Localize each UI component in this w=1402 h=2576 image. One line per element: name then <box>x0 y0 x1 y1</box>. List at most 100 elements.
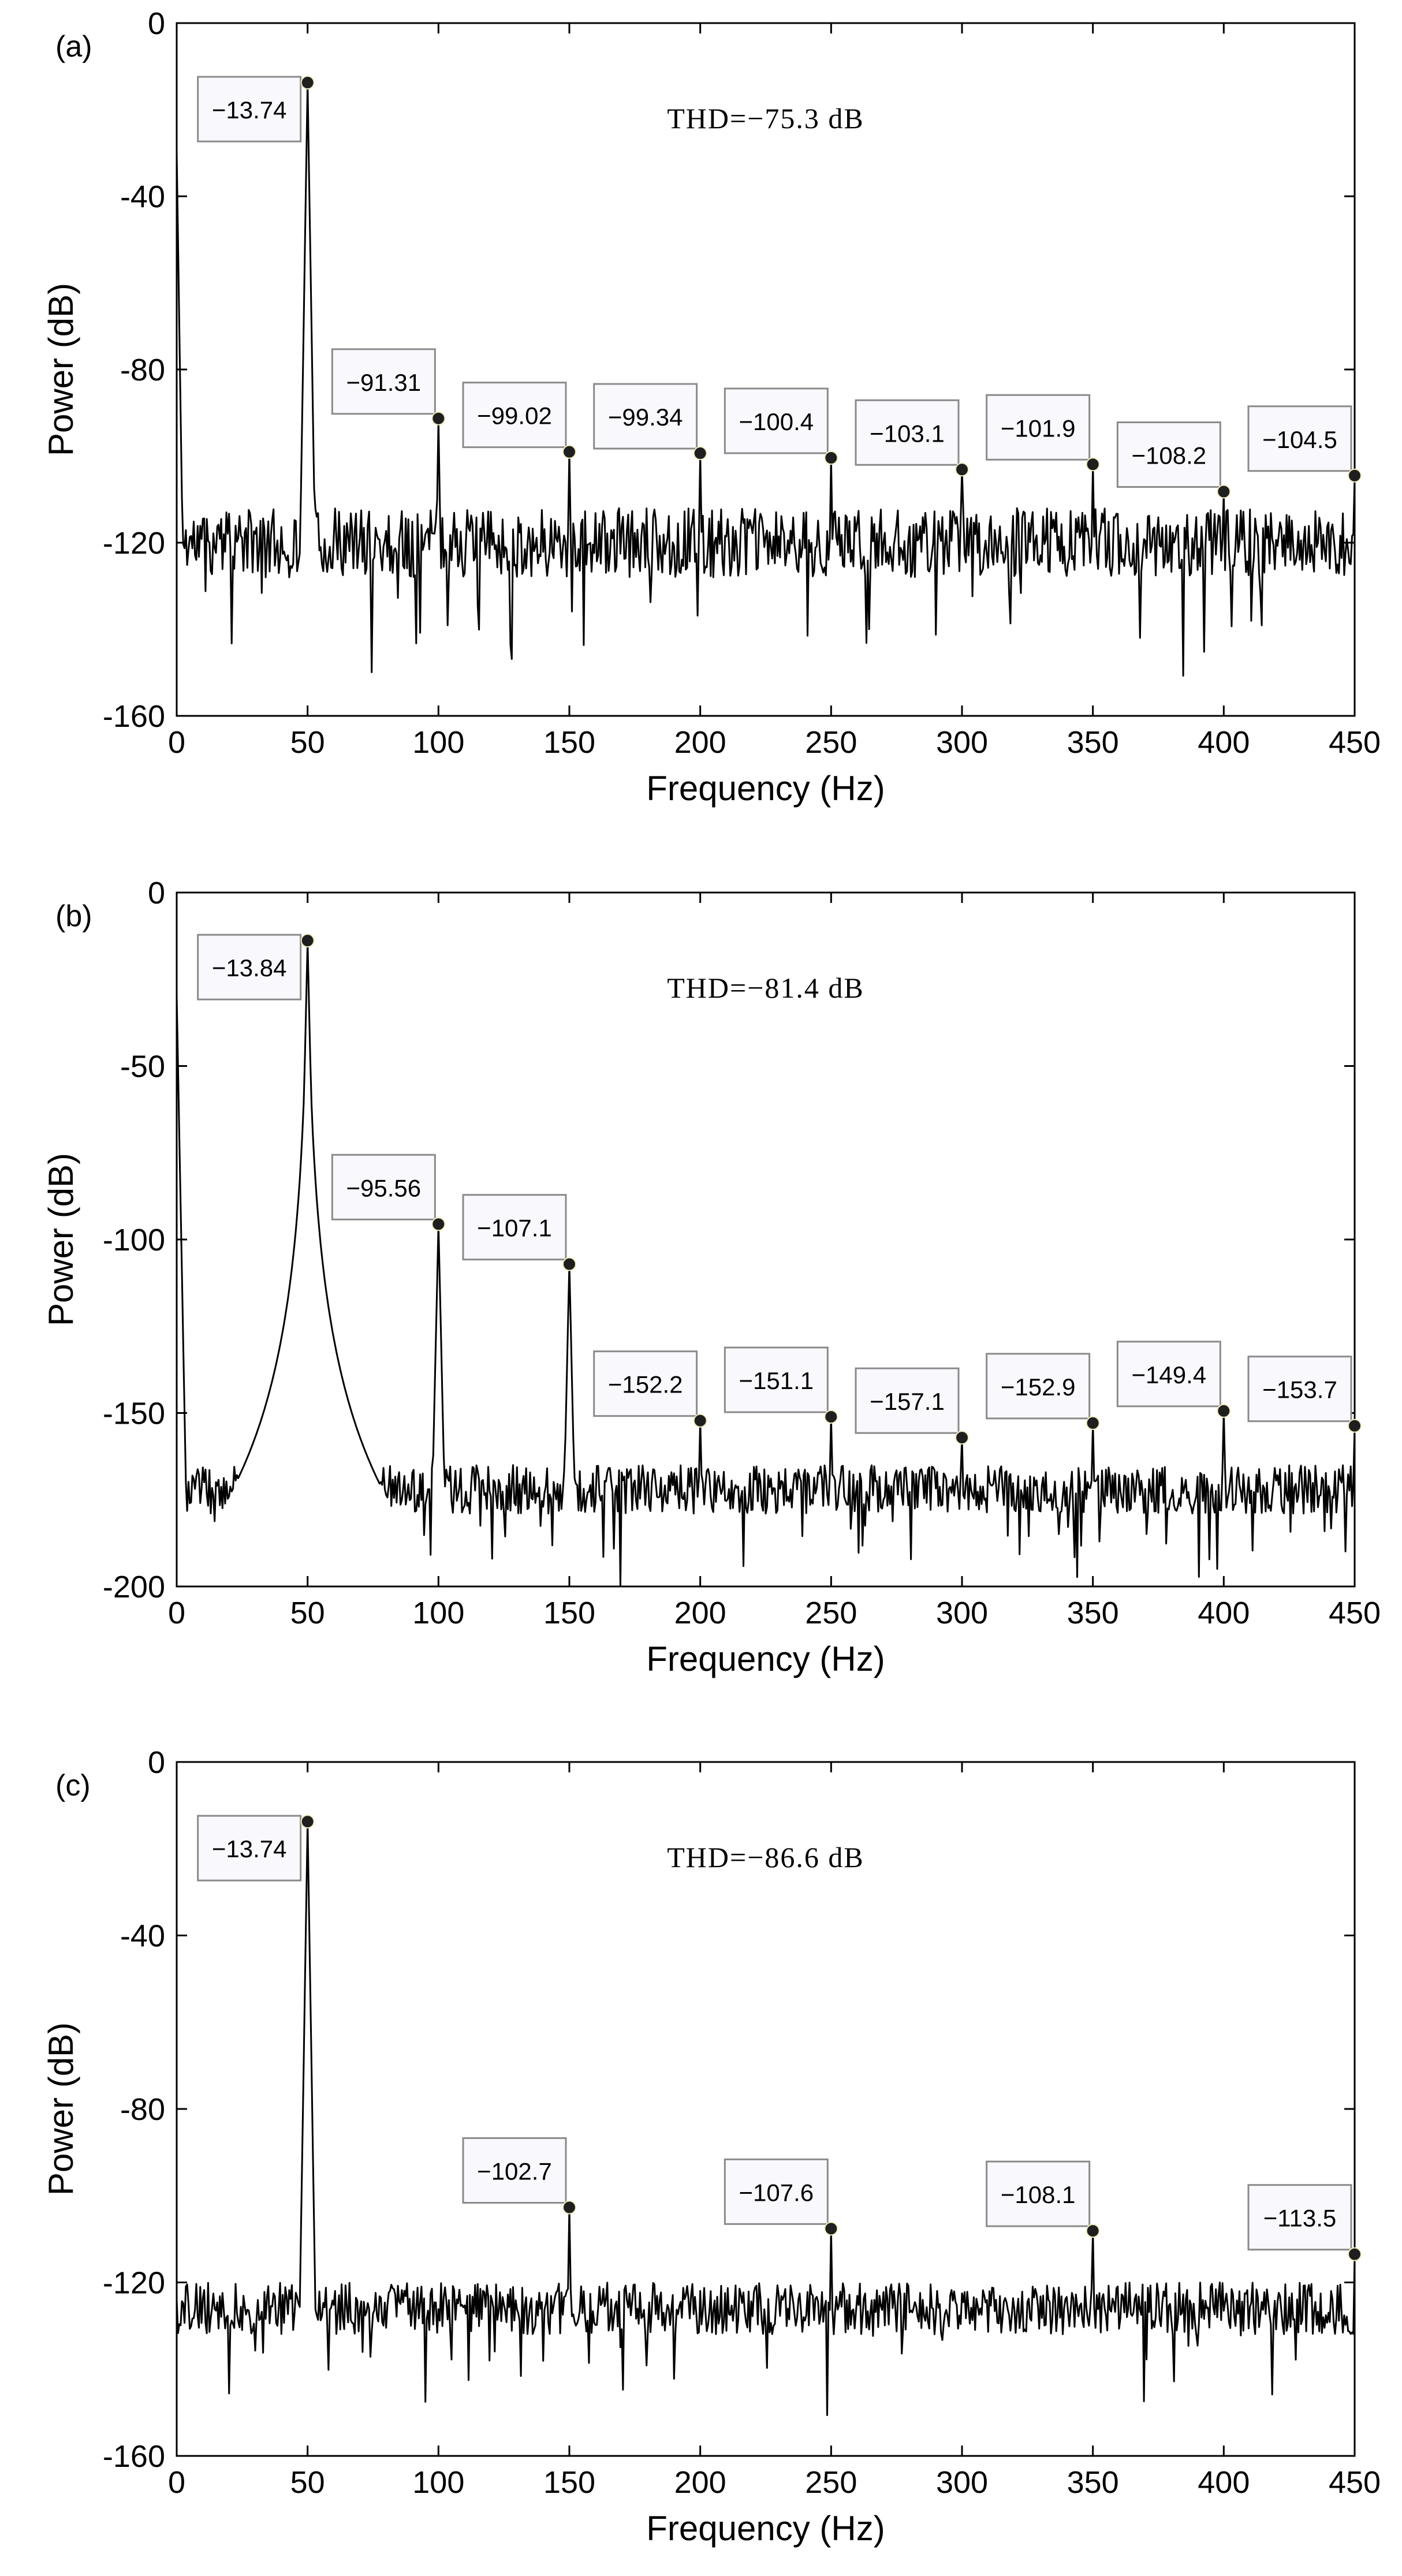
peak-marker <box>824 451 838 465</box>
datatip-label: −13.74 <box>212 96 287 124</box>
datatip-label: −104.5 <box>1262 426 1337 453</box>
datatip-label: −108.2 <box>1132 442 1207 469</box>
y-tick-label: -80 <box>120 353 165 387</box>
datatip-label: −108.1 <box>1001 2181 1076 2208</box>
y-tick-label: -50 <box>120 1050 165 1084</box>
datatip-label: −103.1 <box>870 420 945 447</box>
x-tick-label: 100 <box>412 2465 464 2500</box>
y-tick-label: -100 <box>103 1223 165 1257</box>
datatip-label: −113.5 <box>1263 2205 1337 2232</box>
datatip-box <box>197 1815 302 1881</box>
peak-marker <box>824 2222 838 2236</box>
x-tick-label: 0 <box>168 2465 185 2500</box>
datatip-box <box>724 1346 829 1413</box>
x-tick-label: 450 <box>1329 725 1381 760</box>
datatip-label: −13.84 <box>212 954 287 981</box>
datatip-box <box>1247 2184 1352 2251</box>
y-tick-label: 0 <box>148 6 165 41</box>
y-tick-label: 0 <box>148 1745 165 1780</box>
datatip-box <box>331 1153 436 1220</box>
datatip-box <box>593 1350 698 1417</box>
datatip-box <box>462 382 567 449</box>
y-tick-label: -150 <box>103 1397 165 1431</box>
datatip-label: −157.1 <box>870 1388 945 1415</box>
datatip-label: −153.7 <box>1262 1376 1337 1403</box>
spectrum-series <box>176 939 1356 1588</box>
x-tick-label: 0 <box>168 725 185 760</box>
panel-label: (a) <box>55 30 92 64</box>
datatip-box <box>1116 1341 1221 1408</box>
y-tick-label: -200 <box>103 1570 165 1604</box>
datatip-box <box>593 383 698 450</box>
datatip-box <box>1247 1356 1352 1423</box>
datatip-label: −151.1 <box>739 1367 814 1394</box>
datatip-label: −149.4 <box>1132 1361 1207 1388</box>
y-axis-title: Power (dB) <box>42 283 80 456</box>
spectrum-series <box>176 1820 1356 2416</box>
datatip-box <box>855 399 960 466</box>
chart-panel-2: 0 50 100 150 200 250 300 350 400 450 0 -40 -80 -120 -1… <box>42 1745 1381 2548</box>
x-axis-title: Frequency (Hz) <box>646 2509 885 2548</box>
x-tick-label: 350 <box>1067 1596 1119 1630</box>
peak-marker <box>300 76 315 90</box>
y-tick-label: -40 <box>120 1919 165 1954</box>
peak-marker <box>431 411 446 425</box>
datatip-label: −13.74 <box>212 1835 287 1862</box>
y-tick-label: -40 <box>120 180 165 214</box>
y-axis-title: Power (dB) <box>42 1153 80 1326</box>
datatip-label: −107.6 <box>739 2179 814 2206</box>
peak-marker <box>431 1217 446 1231</box>
y-tick-label: -160 <box>103 2439 165 2474</box>
datatip-label: −100.4 <box>739 408 814 435</box>
datatip-label: −152.9 <box>1001 1373 1076 1401</box>
datatip-label: −152.2 <box>608 1371 683 1398</box>
x-tick-label: 250 <box>805 725 857 760</box>
peak-marker <box>1217 1403 1231 1418</box>
x-tick-label: 400 <box>1198 2465 1250 2500</box>
datatip-box <box>462 2137 567 2204</box>
peak-marker <box>955 462 969 477</box>
peak-marker <box>300 1815 315 1829</box>
peak-marker <box>1086 457 1100 472</box>
datatip-box <box>1116 421 1221 488</box>
x-tick-label: 400 <box>1198 725 1250 760</box>
datatip-box <box>462 1194 567 1261</box>
y-tick-label: -120 <box>103 2266 165 2301</box>
datatip-label: −107.1 <box>477 1215 552 1242</box>
x-tick-label: 50 <box>290 1596 325 1630</box>
x-tick-label: 100 <box>412 725 464 760</box>
x-tick-label: 200 <box>674 725 726 760</box>
datatip-box <box>986 394 1091 461</box>
x-tick-label: 250 <box>805 2465 857 2500</box>
peak-marker <box>1348 2247 1362 2261</box>
peak-marker <box>562 2200 576 2215</box>
x-tick-label: 400 <box>1198 1596 1250 1630</box>
peak-marker <box>693 1413 707 1428</box>
peak-marker <box>300 934 315 948</box>
chart-panel-1: 0 50 100 150 200 250 300 350 400 450 0 -50 -100 -150 -… <box>42 876 1381 1678</box>
thd-annotation: THD=−86.6 dB <box>667 1841 864 1873</box>
x-axis-title: Frequency (Hz) <box>646 769 885 808</box>
x-tick-label: 300 <box>936 725 988 760</box>
y-tick-label: -80 <box>120 2092 165 2127</box>
datatip-box <box>197 76 302 143</box>
y-axis-title: Power (dB) <box>42 2022 80 2196</box>
x-tick-label: 50 <box>290 2465 325 2500</box>
datatip-box <box>1247 405 1352 472</box>
x-tick-label: 200 <box>674 2465 726 2500</box>
x-tick-label: 350 <box>1067 2465 1119 2500</box>
chart-panel-0: 0 50 100 150 200 250 300 350 400 450 0 -40 -80 -120 -1… <box>42 6 1381 808</box>
datatip-label: −95.56 <box>346 1174 422 1201</box>
datatip-box <box>724 2158 829 2225</box>
x-tick-label: 50 <box>290 725 325 760</box>
x-tick-label: 150 <box>543 725 595 760</box>
spectrum-series <box>176 81 1356 677</box>
datatip-label: −101.9 <box>1001 415 1076 442</box>
peak-marker <box>562 1257 576 1271</box>
peak-marker <box>824 1410 838 1424</box>
y-tick-label: 0 <box>148 876 165 910</box>
peak-marker <box>955 1431 969 1445</box>
datatip-box <box>724 387 829 454</box>
x-tick-label: 300 <box>936 1596 988 1630</box>
